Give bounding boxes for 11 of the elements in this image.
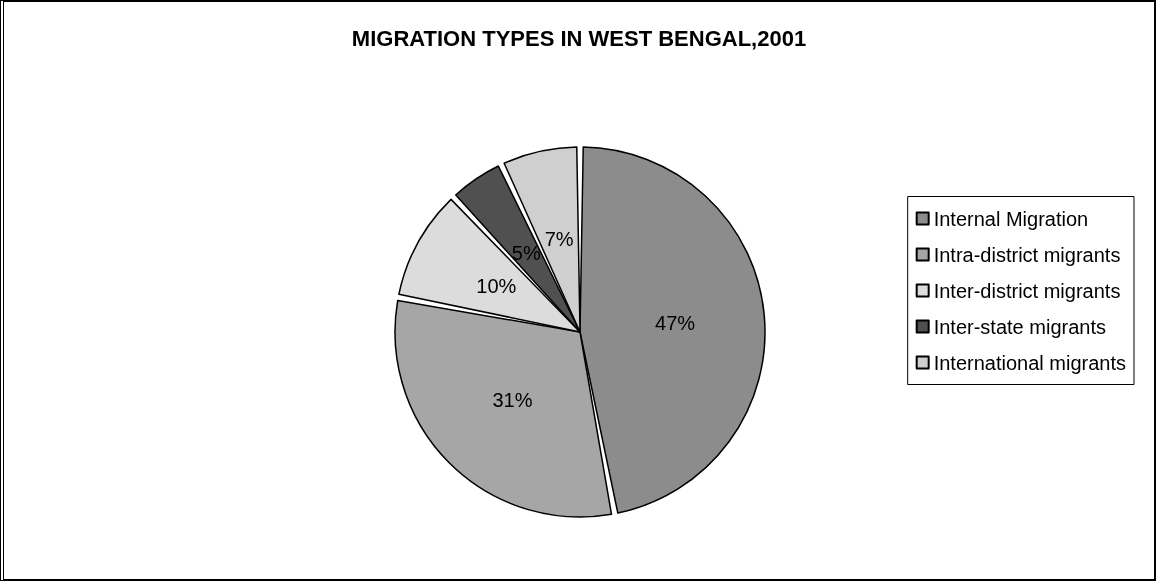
legend-label: Internal Migration <box>933 207 1089 230</box>
data-label: 5% <box>511 242 541 265</box>
data-label: 47% <box>655 312 696 335</box>
legend-label: Intra-district migrants <box>933 243 1121 266</box>
data-label: 31% <box>492 388 533 411</box>
legend-label: Inter-state migrants <box>933 315 1106 338</box>
chart-title: MIGRATION TYPES IN WEST BENGAL,2001 <box>351 25 807 51</box>
data-label: 7% <box>544 227 574 250</box>
legend-label: International migrants <box>933 351 1126 374</box>
data-label: 10% <box>476 274 517 297</box>
legend-label: Inter-district migrants <box>933 279 1121 302</box>
